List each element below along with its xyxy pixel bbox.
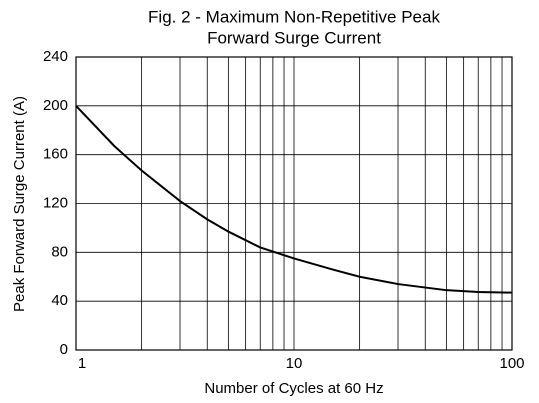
y-tick-label: 240 xyxy=(43,48,68,65)
x-tick-label: 1 xyxy=(78,355,86,372)
curve xyxy=(75,105,513,294)
chart-title: Fig. 2 - Maximum Non-Repetitive Peak xyxy=(148,7,440,26)
y-axis-label: Peak Forward Surge Current (A) xyxy=(11,96,28,312)
y-tick-label: 160 xyxy=(43,146,68,163)
y-tick-label: 80 xyxy=(51,243,68,260)
x-tick-label: 100 xyxy=(499,355,524,372)
x-axis-label: Number of Cycles at 60 Hz xyxy=(204,380,383,397)
x-tick-label: 10 xyxy=(286,355,303,372)
chart-title: Forward Surge Current xyxy=(207,28,381,47)
plot-frame xyxy=(75,56,513,351)
y-tick-label: 40 xyxy=(51,292,68,309)
y-tick-label: 200 xyxy=(43,97,68,114)
y-tick-label: 120 xyxy=(43,194,68,211)
y-tick-label: 0 xyxy=(60,341,68,358)
